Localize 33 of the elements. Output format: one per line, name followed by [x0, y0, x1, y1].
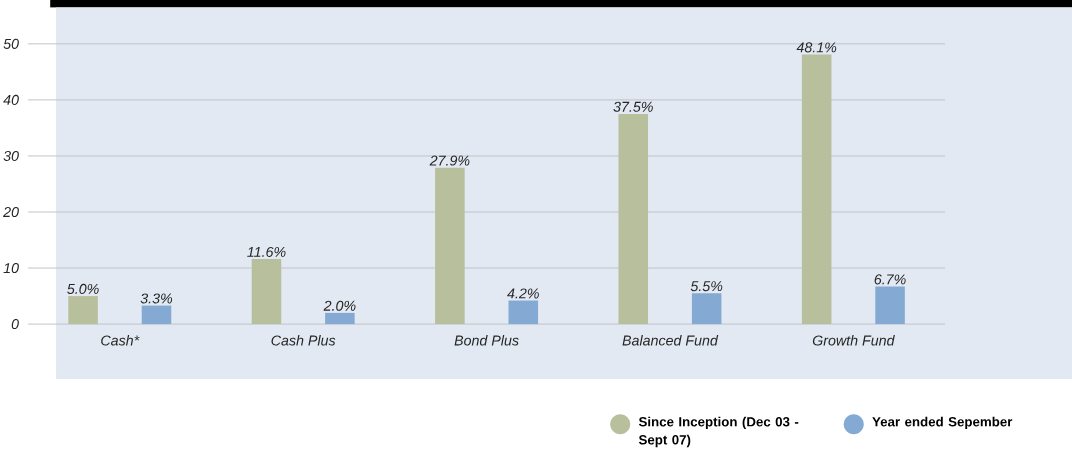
legend-label: Since Inception (Dec 03 - Sept 07)	[638, 416, 799, 448]
data-label: 4.2%	[507, 288, 539, 299]
y-tick-label: 30	[3, 151, 19, 162]
bar	[325, 313, 355, 325]
x-tick-label: Balanced Fund	[622, 335, 719, 346]
x-tick-label: Bond Plus	[454, 335, 519, 346]
bar	[251, 259, 282, 325]
data-label: 2.0%	[323, 300, 356, 311]
data-label: 5.5%	[690, 281, 723, 292]
y-tick-label: 50	[3, 38, 19, 50]
data-label: 6.7%	[874, 274, 906, 285]
bar	[801, 54, 832, 325]
y-tick-label: 0	[11, 319, 19, 330]
legend-label: Year ended Sepember	[872, 416, 1013, 430]
bar	[141, 305, 172, 325]
bar	[618, 114, 649, 325]
data-label: 11.6%	[247, 247, 286, 258]
data-label: 48.1%	[796, 42, 837, 53]
bar	[875, 286, 905, 325]
y-tick-label: 20	[3, 207, 19, 218]
x-tick-label: Growth Fund	[812, 335, 895, 346]
y-tick-label: 40	[3, 95, 19, 106]
bar	[435, 167, 465, 325]
bar	[508, 300, 539, 325]
bar	[691, 293, 722, 325]
data-label: 5.0%	[67, 284, 99, 295]
y-tick-label: 10	[3, 263, 19, 274]
x-tick-label: Cash*	[101, 335, 140, 346]
x-tick-label: Cash Plus	[271, 335, 336, 346]
bar	[68, 296, 98, 325]
data-label: 27.9%	[429, 155, 470, 166]
data-label: 37.5%	[613, 101, 653, 112]
data-label: 3.3%	[140, 293, 173, 304]
